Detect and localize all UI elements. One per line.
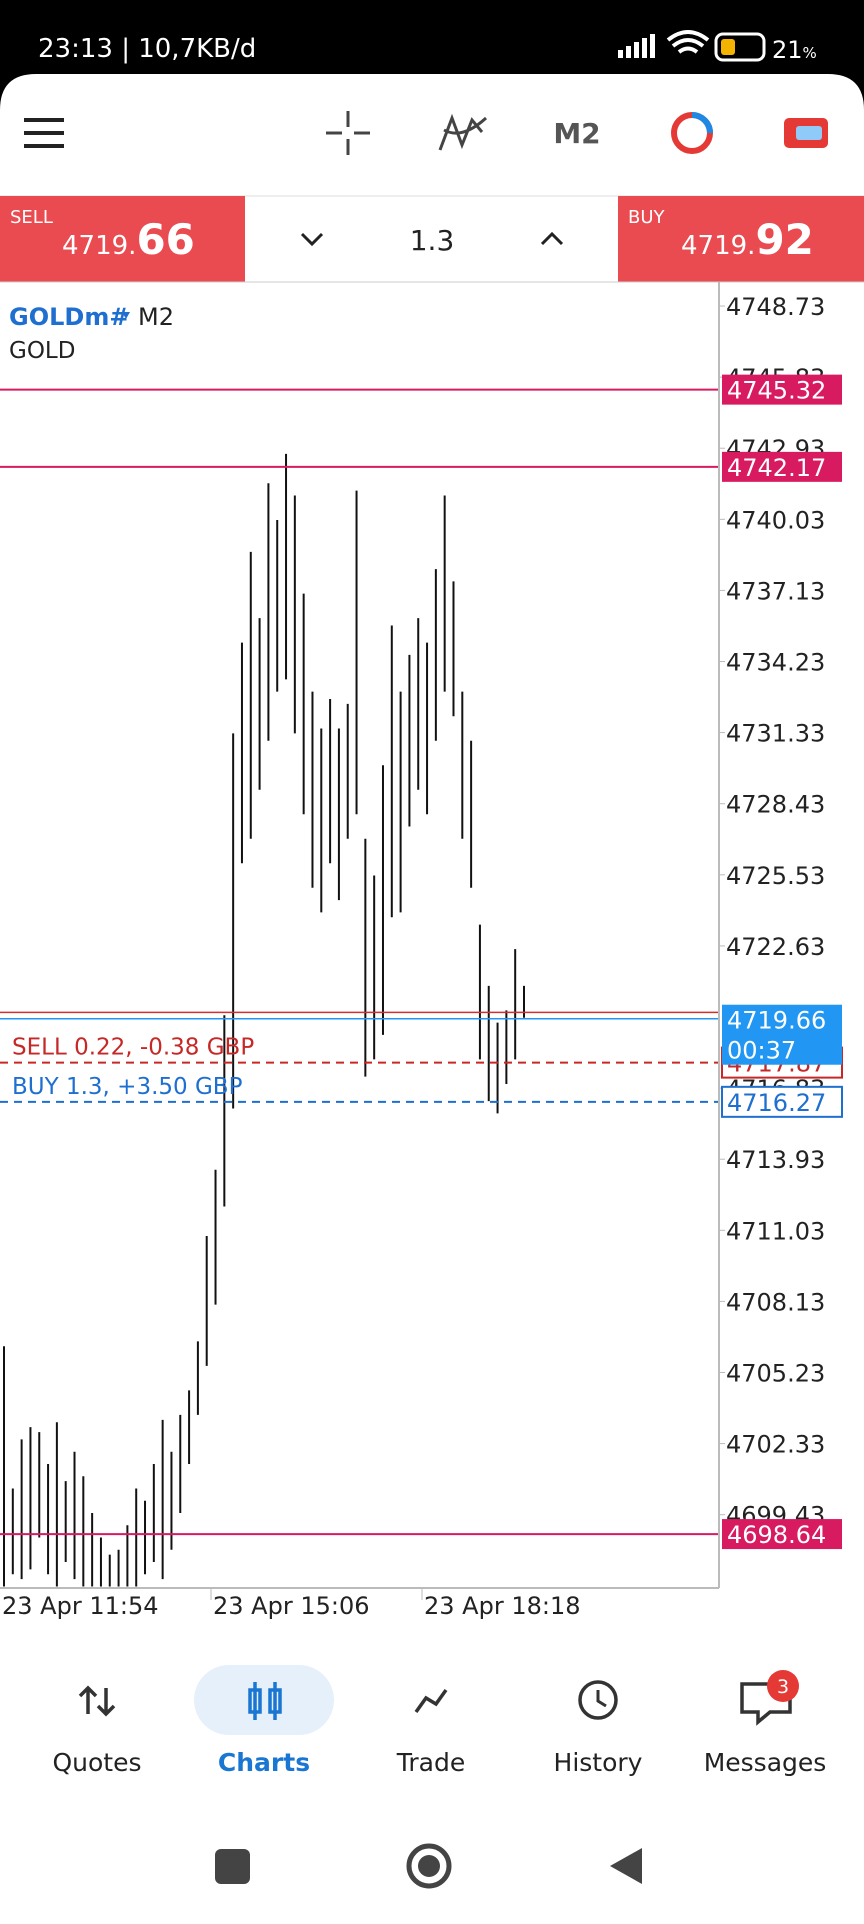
badge <box>767 1670 799 1702</box>
level-tag <box>722 1519 842 1550</box>
level-tag <box>722 451 842 482</box>
y-tick-label: 4740.03 <box>726 506 825 534</box>
buy-price-big: 92 <box>755 215 813 264</box>
buy-price-main: 4719. <box>681 231 755 261</box>
timeframe-button[interactable]: M2 <box>553 117 600 150</box>
symbol-dropdown[interactable] <box>122 312 130 319</box>
charts-icon <box>248 1682 282 1720</box>
position-tag-label: 4716.27 <box>727 1089 826 1117</box>
active-tab-bg <box>194 1665 334 1735</box>
y-tick-label: 4737.13 <box>726 577 825 605</box>
bid-countdown: 00:37 <box>727 1037 796 1065</box>
home-dot <box>418 1855 440 1877</box>
y-tick-label: 4722.63 <box>726 933 825 961</box>
level-tag-label: 4742.17 <box>727 454 826 482</box>
y-tick-label: 4725.53 <box>726 862 825 890</box>
x-tick-label: 23 Apr 15:06 <box>213 1592 369 1620</box>
y-tick-label: 4705.23 <box>726 1359 825 1387</box>
battery-level <box>721 39 735 55</box>
bid-tag <box>722 1004 842 1065</box>
crosshair-button[interactable] <box>326 111 370 155</box>
nav-tab[interactable]: History <box>554 1748 643 1777</box>
trade-icon <box>414 1688 448 1714</box>
x-tick-label: 23 Apr 18:18 <box>424 1592 580 1620</box>
y-tick-label: 4728.43 <box>726 791 825 819</box>
position-tag <box>721 1085 843 1118</box>
battery-text: 21% <box>772 36 817 64</box>
nav-tab[interactable]: Charts <box>218 1748 310 1777</box>
sell-price-big: 66 <box>136 215 194 264</box>
home-button[interactable] <box>406 1843 452 1889</box>
history-hands <box>596 1690 607 1708</box>
bottom-nav: Quotes Charts Trade History Messages <box>52 1748 826 1777</box>
badge-count: 3 <box>777 1676 789 1698</box>
buy-button[interactable] <box>618 196 864 282</box>
sell-price-main: 4719. <box>62 231 136 261</box>
y-tick-label: 4708.13 <box>726 1288 825 1316</box>
buy-label: BUY <box>628 207 666 228</box>
position-label: SELL 0.22, -0.38 GBP <box>12 1035 254 1061</box>
objects-accent <box>691 112 713 134</box>
nav-tab[interactable]: Quotes <box>52 1748 141 1777</box>
signal-icon <box>618 34 655 58</box>
battery-unit: % <box>803 44 817 62</box>
sell-button[interactable] <box>0 196 245 282</box>
sell-label: SELL <box>10 207 53 228</box>
position-label: BUY 1.3, +3.50 GBP <box>12 1074 243 1100</box>
nav-tab[interactable]: Messages <box>704 1748 827 1777</box>
y-tick-label: 4702.33 <box>726 1431 825 1459</box>
chart: 4748.734745.834742.934740.034737.134734.… <box>0 293 843 1620</box>
y-tick-label: 4713.93 <box>726 1146 825 1174</box>
back-button[interactable] <box>610 1848 642 1884</box>
battery-value: 21 <box>772 36 803 64</box>
menu-button[interactable] <box>24 118 64 148</box>
y-tick-label: 4734.23 <box>726 649 825 677</box>
level-tag-label: 4698.64 <box>727 1521 826 1549</box>
nav-tab[interactable]: Trade <box>396 1748 465 1777</box>
buy-price: 4719.92 <box>681 215 814 264</box>
battery-icon <box>714 32 766 62</box>
chart-timeframe: M2 <box>138 303 174 331</box>
app-top <box>0 74 864 110</box>
trade-icon <box>796 126 822 140</box>
bid-tag-label: 4719.66 <box>727 1007 826 1035</box>
symbol[interactable]: GOLDm# <box>9 303 129 331</box>
quotes-icon <box>78 1685 116 1717</box>
recents-button[interactable] <box>215 1849 250 1884</box>
y-tick-label: 4731.33 <box>726 720 825 748</box>
symbol-description: GOLD <box>9 338 75 364</box>
volume-down[interactable] <box>300 232 324 247</box>
x-tick-label: 23 Apr 11:54 <box>2 1592 158 1620</box>
volume[interactable]: 1.3 <box>410 224 455 257</box>
status-time: 23:13 | 10,7KB/d <box>38 34 256 64</box>
indicators-button[interactable] <box>438 113 488 151</box>
y-tick-label: 4748.73 <box>726 293 825 321</box>
volume-up[interactable] <box>540 231 564 246</box>
level-tag <box>722 374 842 405</box>
sell-price: 4719.66 <box>62 215 195 264</box>
history-icon <box>578 1680 618 1720</box>
y-tick-label: 4711.03 <box>726 1217 825 1245</box>
level-tag-label: 4745.32 <box>727 377 826 405</box>
bars <box>3 453 525 1587</box>
wifi-icon <box>666 30 710 54</box>
